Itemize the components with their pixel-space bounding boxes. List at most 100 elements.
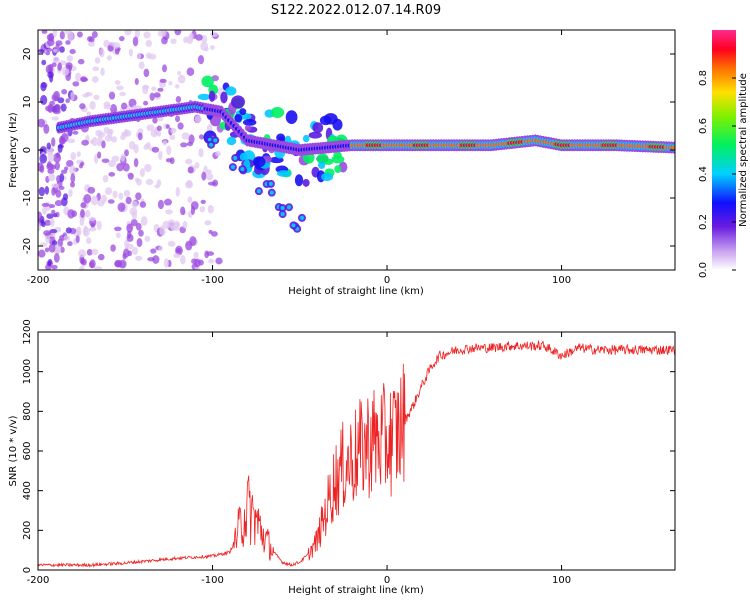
noise-speck <box>186 141 193 147</box>
spectral-blob <box>234 114 243 123</box>
spectrogram-y-tick-label: 0 <box>22 147 33 153</box>
spectrogram-y-tick-label: -20 <box>22 238 33 254</box>
noise-speck <box>38 162 44 172</box>
noise-speck <box>118 35 125 42</box>
noise-speck <box>51 62 57 68</box>
noise-speck <box>67 31 74 42</box>
noise-speck <box>89 100 96 110</box>
noise-speck <box>100 67 105 77</box>
noise-speck <box>186 67 195 76</box>
noise-speck <box>112 190 118 199</box>
noise-speck <box>124 149 129 157</box>
noise-speck <box>159 78 167 83</box>
noise-speck <box>177 74 186 84</box>
snr-y-tick-label: 200 <box>22 521 33 540</box>
noise-speck <box>75 72 82 82</box>
noise-speck <box>152 117 158 124</box>
noise-speck <box>38 186 46 197</box>
noise-speck <box>208 258 215 264</box>
noise-speck <box>38 48 45 53</box>
noise-speck <box>76 31 83 38</box>
noise-speck <box>181 132 190 140</box>
noise-speck <box>94 57 101 64</box>
noise-speck <box>87 41 95 47</box>
snr-y-tick-label: 1200 <box>22 319 33 344</box>
snr-y-tick-label: 600 <box>22 441 33 460</box>
noise-speck <box>157 87 164 92</box>
branch-blob-core <box>213 138 218 143</box>
noise-speck <box>65 62 73 70</box>
noise-speck <box>48 173 56 182</box>
noise-speck <box>43 230 52 236</box>
noise-speck <box>59 173 65 183</box>
noise-speck <box>64 166 69 171</box>
noise-speck <box>57 62 63 71</box>
colorbar-tick-label: 0.2 <box>698 214 709 230</box>
noise-speck <box>197 259 204 266</box>
noise-speck <box>100 194 107 204</box>
noise-speck <box>59 31 65 40</box>
noise-speck <box>199 206 206 213</box>
noise-speck <box>150 129 159 138</box>
spectrogram-x-tick-label: 0 <box>384 275 390 286</box>
noise-speck <box>175 245 183 256</box>
branch-blob-core <box>233 156 238 161</box>
noise-speck <box>38 223 41 232</box>
noise-speck <box>208 229 213 234</box>
colorbar-tick-label: 0.8 <box>698 70 709 86</box>
spectrogram-x-axis: -200 -100 0 100 <box>27 30 571 286</box>
noise-speck <box>98 131 106 138</box>
noise-speck <box>86 248 93 256</box>
noise-speck <box>111 155 120 162</box>
noise-speck <box>68 189 73 198</box>
noise-speck <box>46 213 54 219</box>
noise-speck <box>152 255 160 264</box>
noise-speck <box>41 30 48 34</box>
spectral-blob <box>312 122 324 134</box>
noise-speck <box>45 233 51 244</box>
snr-x-tick-label: -100 <box>201 575 224 586</box>
branch-blob-core <box>269 190 274 195</box>
noise-speck <box>126 223 133 233</box>
noise-speck <box>187 166 194 174</box>
noise-speck <box>169 134 176 140</box>
noise-speck <box>177 122 184 130</box>
noise-speck <box>139 168 145 178</box>
noise-speck <box>206 169 212 174</box>
noise-speck <box>82 93 90 98</box>
noise-speck <box>120 153 126 162</box>
noise-speck <box>137 52 142 60</box>
noise-speck <box>93 94 100 100</box>
noise-speck <box>174 30 182 36</box>
noise-speck <box>193 251 199 259</box>
noise-speck <box>194 115 202 124</box>
spectral-blob <box>316 153 329 165</box>
noise-speck <box>52 56 60 64</box>
noise-speck <box>153 92 161 98</box>
spectrogram-layer <box>38 30 675 270</box>
noise-speck <box>53 153 62 163</box>
noise-speck <box>114 226 122 232</box>
spectral-blob <box>208 90 216 102</box>
noise-speck <box>175 186 181 197</box>
noise-speck <box>70 152 77 160</box>
noise-speck <box>41 202 50 207</box>
noise-speck <box>83 225 88 236</box>
noise-speck <box>117 202 126 212</box>
branch-blob-core <box>209 142 214 147</box>
noise-speck <box>47 71 54 79</box>
noise-speck <box>173 220 181 229</box>
noise-speck <box>158 150 163 161</box>
noise-speck <box>42 205 47 215</box>
noise-speck <box>201 171 207 181</box>
noise-speck <box>93 153 99 164</box>
noise-speck <box>55 189 62 198</box>
spectral-blob <box>226 136 237 146</box>
noise-speck <box>167 240 176 247</box>
spectral-blob <box>302 134 310 143</box>
spectrogram-y-tick-label: 20 <box>22 48 33 61</box>
noise-speck <box>108 91 116 100</box>
noise-speck <box>84 209 91 218</box>
snr-x-axis: -200 -100 0 100 <box>27 332 571 586</box>
noise-speck <box>107 128 114 135</box>
